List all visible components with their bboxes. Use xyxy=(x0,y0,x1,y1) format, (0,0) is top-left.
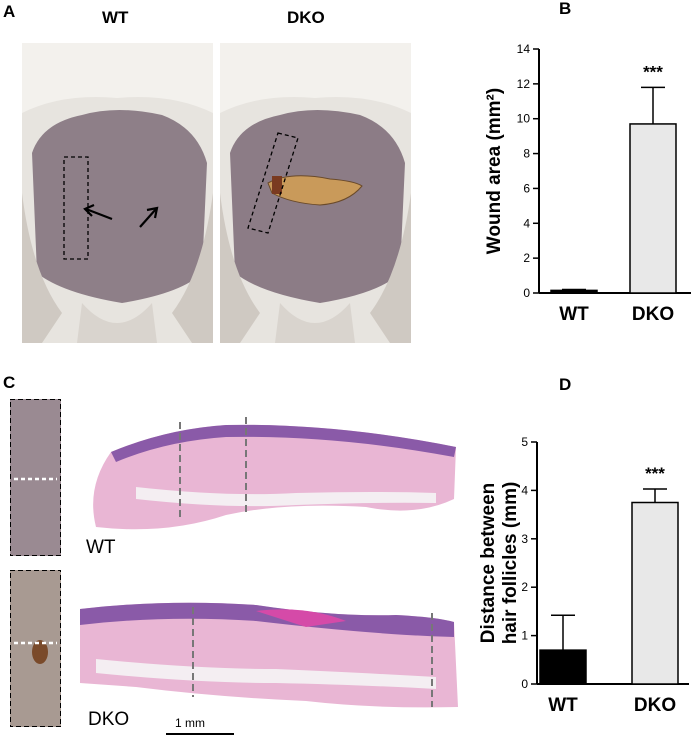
chart-b-ytick-label: 10 xyxy=(517,112,531,126)
chart-d-ytick-label: 2 xyxy=(521,580,528,594)
chart-b-bar-dko xyxy=(629,123,677,294)
wt-skin-crop xyxy=(10,399,61,556)
dko-mouse-photo xyxy=(220,43,411,343)
chart-d-bar-dko xyxy=(631,501,679,685)
chart-b-significance: *** xyxy=(643,62,663,81)
chart-b-ytick-label: 14 xyxy=(517,42,531,56)
chart-b-ytick-label: 8 xyxy=(523,147,530,161)
panel-letter-c: C xyxy=(3,373,16,392)
dko-skin-crop xyxy=(10,570,61,727)
chart-d-ytick-label: 3 xyxy=(521,532,528,546)
chart-d-ytick-label: 0 xyxy=(521,677,528,691)
wt-arrow-right xyxy=(139,208,157,228)
chart-d-bar-wt xyxy=(539,649,587,685)
chart-d-ylabel: Distance betweenhair follicles (mm) xyxy=(478,482,521,645)
wt-histology-illustration xyxy=(93,417,456,530)
chart-b-bar-wt xyxy=(550,289,598,294)
chart-b-xtick-label: WT xyxy=(559,304,589,325)
chart-d-significance: *** xyxy=(645,464,665,483)
chart-b-ytick-label: 0 xyxy=(523,286,530,300)
dko-histology-illustration xyxy=(80,602,458,708)
chart-d-xtick-label: DKO xyxy=(634,695,676,716)
chart-d-ylabel-line: hair follicles (mm) xyxy=(500,482,521,645)
wt-mouse-photo xyxy=(22,43,213,343)
dko-mouse-illustration xyxy=(220,43,411,343)
chart-b-ytick-label: 6 xyxy=(523,181,530,195)
dko-skin-crop-illustration xyxy=(10,570,61,727)
wt-arrow-left xyxy=(85,207,113,221)
chart-d-ytick-label: 4 xyxy=(521,483,528,497)
chart-b-ytick-label: 12 xyxy=(517,77,531,91)
chart-b-xtick-label: DKO xyxy=(632,304,674,325)
panel-letter-a: A xyxy=(3,2,16,21)
chart-d-ylabel-line: Distance between xyxy=(478,483,499,644)
chart-b-ylabel: Wound area (mm²) xyxy=(484,88,505,254)
dko-region-box xyxy=(247,132,299,234)
panel-letter-b: B xyxy=(559,0,571,18)
chart-b-ytick-label: 2 xyxy=(523,251,530,265)
wt-skin-crop-illustration xyxy=(10,399,61,556)
wt-histology-section xyxy=(76,407,461,545)
photo-label-wt: WT xyxy=(102,8,129,27)
dko-histology-section xyxy=(76,597,461,725)
dko-wound xyxy=(267,175,363,206)
scale-bar-label: 1 mm xyxy=(175,716,205,730)
chart-d-xtick-label: WT xyxy=(548,695,578,716)
photo-label-dko: DKO xyxy=(287,8,325,27)
chart-d-ytick-label: 1 xyxy=(521,629,528,643)
chart-d-ytick-label: 5 xyxy=(521,435,528,449)
wt-mouse-illustration xyxy=(22,43,213,343)
chart-b-ytick-label: 4 xyxy=(523,216,530,230)
scale-bar xyxy=(166,733,234,735)
histology-label-dko: DKO xyxy=(88,709,130,730)
histology-label-wt: WT xyxy=(86,537,116,558)
panel-letter-d: D xyxy=(559,375,571,394)
